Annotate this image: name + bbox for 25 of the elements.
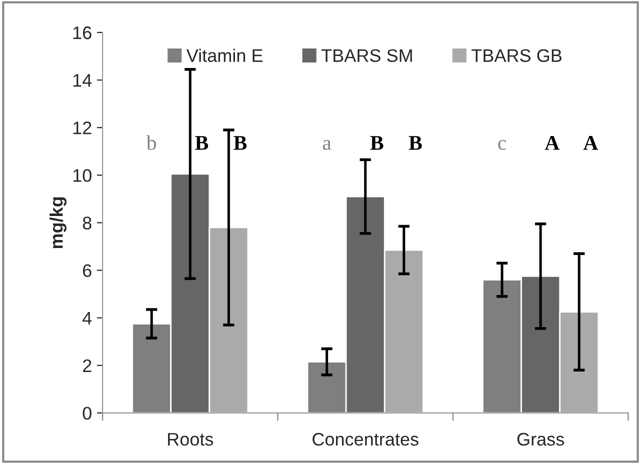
y-tick-label: 14 — [73, 74, 92, 87]
y-tick-label: 16 — [73, 26, 92, 40]
y-tick-label: 2 — [83, 359, 92, 372]
annotation: b — [146, 135, 156, 150]
annotation: A — [583, 136, 598, 150]
x-tick-label: Concentrates — [312, 432, 418, 446]
y-axis-title: mg/kg — [50, 197, 67, 248]
annotation: a — [322, 140, 332, 150]
annotation: B — [408, 136, 422, 150]
legend-label: TBARS SM — [321, 49, 412, 62]
annotation: B — [195, 136, 208, 150]
annotation: c — [498, 140, 506, 150]
legend-label: Vitamin E — [186, 48, 263, 62]
y-tick-label: 10 — [73, 169, 92, 182]
y-tick-label: 0 — [82, 406, 92, 420]
annotation: A — [544, 136, 560, 150]
y-tick-label: 6 — [83, 264, 92, 277]
x-tick-label: Grass — [517, 432, 564, 446]
y-tick-label: 4 — [82, 312, 92, 324]
legend-label: TBARS GB — [472, 49, 562, 62]
x-tick-label: Roots — [168, 433, 214, 446]
annotation: B — [234, 136, 247, 150]
y-tick-label: 12 — [73, 122, 92, 134]
annotation: B — [370, 136, 384, 150]
y-tick-label: 8 — [82, 216, 92, 230]
